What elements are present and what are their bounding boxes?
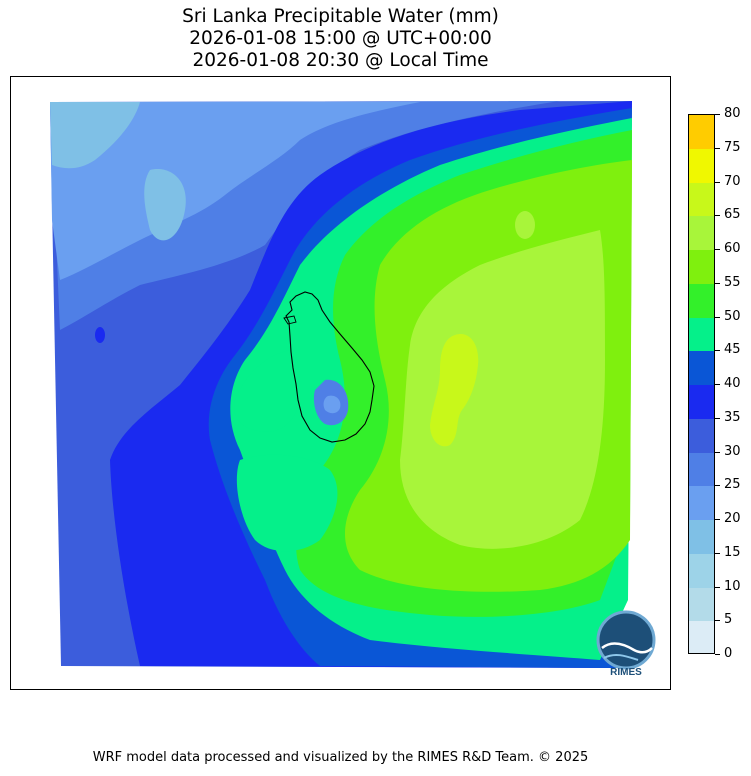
colorbar-tick (715, 654, 720, 655)
colorbar-tick (715, 350, 720, 351)
colorbar-tick (715, 283, 720, 284)
colorbar-tick (715, 452, 720, 453)
colorbar-tick (715, 384, 720, 385)
colorbar (688, 114, 715, 654)
colorbar-segment (689, 216, 714, 250)
colorbar-tick (715, 620, 720, 621)
colorbar-segment (689, 520, 714, 554)
colorbar-tick-label: 70 (724, 174, 741, 189)
colorbar-tick-label: 0 (724, 646, 733, 661)
colorbar-tick-label: 25 (724, 477, 741, 492)
title-line-3: 2026-01-08 20:30 @ Local Time (192, 50, 489, 71)
colorbar-segment (689, 115, 714, 149)
colorbar-segment (689, 351, 714, 385)
colorbar-tick-label: 30 (724, 444, 741, 459)
colorbar-segment (689, 385, 714, 419)
colorbar-tick (715, 519, 720, 520)
colorbar-segment (689, 621, 714, 653)
colorbar-tick (715, 587, 720, 588)
contour-west-20 (50, 102, 420, 280)
rimes-logo: RIMES (596, 610, 656, 678)
contour-east-patch (515, 211, 535, 239)
colorbar-tick-label: 10 (724, 579, 741, 594)
colorbar-tick (715, 114, 720, 115)
title-line-1: Sri Lanka Precipitable Water (mm) (182, 6, 499, 27)
jaffna-outline (283, 315, 297, 325)
colorbar-segment (689, 182, 714, 217)
title-line-2: 2026-01-08 15:00 @ UTC+00:00 (189, 28, 492, 49)
contour-highland-25 (323, 395, 341, 414)
colorbar-tick (715, 148, 720, 149)
contour-west-15 (50, 102, 140, 169)
contour-south-blob-45 (236, 454, 338, 552)
colorbar-tick-label: 5 (724, 612, 733, 627)
contour-west-15b (144, 169, 186, 241)
logo-text: RIMES (610, 667, 642, 678)
colorbar-tick-label: 75 (724, 140, 741, 155)
colorbar-tick (715, 553, 720, 554)
contour-band-60 (400, 230, 605, 549)
colorbar-tick-label: 65 (724, 207, 741, 222)
colorbar-tick (715, 215, 720, 216)
colorbar-tick-label: 45 (724, 342, 741, 357)
colorbar-segment (689, 148, 714, 183)
colorbar-tick-label: 50 (724, 309, 741, 324)
colorbar-segment (689, 317, 714, 352)
colorbar-segment (689, 587, 714, 622)
colorbar-segment (689, 283, 714, 318)
colorbar-tick-label: 55 (724, 275, 741, 290)
colorbar-segment (689, 553, 714, 588)
colorbar-segment (689, 486, 714, 520)
colorbar-tick-label: 60 (724, 241, 741, 256)
chart-title: Sri Lanka Precipitable Water (mm) 2026-0… (0, 6, 681, 72)
colorbar-tick-label: 35 (724, 410, 741, 425)
sri-lanka-coastline (285, 291, 375, 443)
colorbar-tick-label: 40 (724, 376, 741, 391)
colorbar-segment (689, 418, 714, 453)
colorbar-tick (715, 249, 720, 250)
colorbar-tick-label: 20 (724, 511, 741, 526)
colorbar-tick (715, 418, 720, 419)
colorbar-tick (715, 317, 720, 318)
colorbar-tick (715, 485, 720, 486)
colorbar-tick-label: 80 (724, 106, 741, 121)
colorbar-tick (715, 182, 720, 183)
footer-credit: WRF model data processed and visualized … (92, 750, 589, 765)
colorbar-segment (689, 250, 714, 284)
contour-band-65 (430, 334, 479, 447)
contour-west-blob-45 (234, 350, 300, 432)
contour-sw-patch (95, 327, 105, 343)
colorbar-segment (689, 452, 714, 487)
colorbar-tick-label: 15 (724, 545, 741, 560)
